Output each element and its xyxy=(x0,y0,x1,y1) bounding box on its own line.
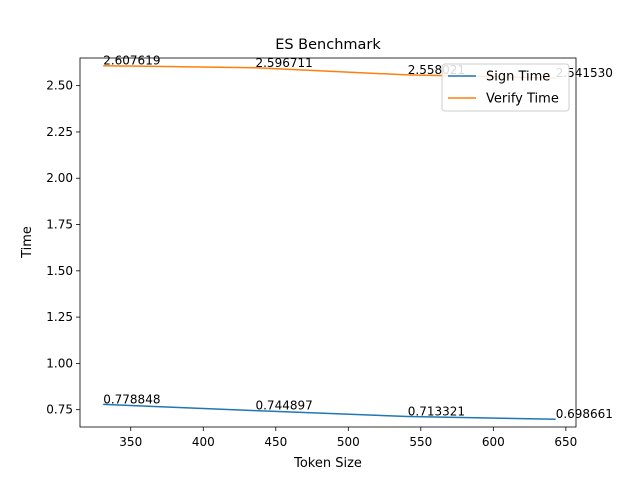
chart-title: ES Benchmark xyxy=(275,37,381,53)
legend: Sign Time Verify Time xyxy=(441,63,570,112)
x-tick-label-0: 350 xyxy=(119,435,142,449)
y-tick-label-6: 2.25 xyxy=(46,125,73,139)
data-label-0-0: 0.778848 xyxy=(103,392,160,406)
axes-frame xyxy=(79,57,577,428)
data-label-0-2: 0.713321 xyxy=(408,404,465,418)
x-tick-label-4: 550 xyxy=(409,435,432,449)
y-tick-label-1: 1.00 xyxy=(46,356,73,370)
plot-area: 350 400 450 500 550 600 650 0.75 1.00 1.25 1.50 1.7… xyxy=(46,54,613,449)
y-tick-label-2: 1.25 xyxy=(46,310,73,324)
y-tick-label-0: 0.75 xyxy=(46,403,73,417)
y-tick-label-7: 2.50 xyxy=(46,79,73,93)
data-label-0-1: 0.744897 xyxy=(255,399,312,413)
legend-label-0: Sign Time xyxy=(486,70,550,85)
x-tick-label-2: 450 xyxy=(264,435,287,449)
x-tick-label-6: 650 xyxy=(554,435,577,449)
y-tick-label-5: 2.00 xyxy=(46,171,73,185)
x-axis-label: Token Size xyxy=(293,456,362,471)
legend-label-1: Verify Time xyxy=(486,92,559,107)
data-label-1-0: 2.607619 xyxy=(103,54,160,68)
y-tick-label-4: 1.75 xyxy=(46,218,73,232)
y-tick-label-3: 1.50 xyxy=(46,264,73,278)
x-tick-label-1: 400 xyxy=(192,435,215,449)
series-line-0 xyxy=(103,403,556,420)
data-label-1-1: 2.596711 xyxy=(255,56,312,70)
data-label-0-3: 0.698661 xyxy=(556,407,613,421)
x-tick-label-5: 600 xyxy=(482,435,505,449)
x-tick-label-3: 500 xyxy=(337,435,360,449)
data-label-1-3: 2.541530 xyxy=(556,66,613,80)
y-axis-label: Time xyxy=(20,226,35,259)
